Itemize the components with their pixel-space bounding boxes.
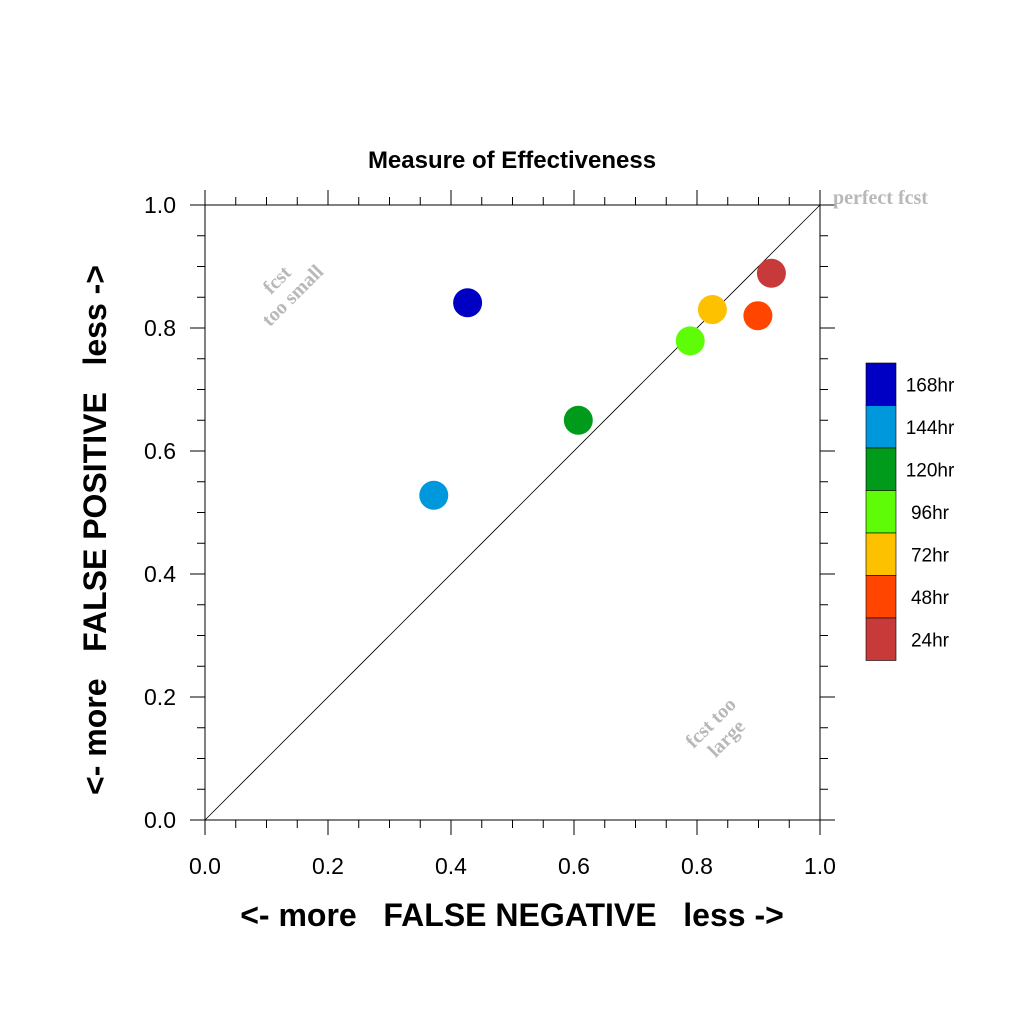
legend-label-168hr: 168hr: [906, 375, 955, 396]
data-point-24hr: [756, 258, 786, 288]
x-tick-label: 0.6: [558, 853, 590, 879]
x-tick-label: 0.0: [189, 853, 221, 879]
x-axis-label: <- more FALSE NEGATIVE less ->: [240, 897, 784, 933]
legend-label-24hr: 24hr: [911, 630, 950, 651]
legend-swatch-168hr: [865, 362, 897, 406]
y-tick-label: 0.8: [144, 315, 176, 341]
x-tick-label: 0.8: [681, 853, 713, 879]
y-tick-labels: 0.0 0.2 0.4 0.6 0.8 1.0: [144, 192, 176, 833]
x-tick-label: 0.2: [312, 853, 344, 879]
legend-label-96hr: 96hr: [911, 503, 950, 524]
legend-swatch-48hr: [865, 575, 897, 619]
y-tick-label: 1.0: [144, 192, 176, 218]
annotation-too-small-line2: too small: [258, 260, 328, 330]
x-tick-labels: 0.0 0.2 0.4 0.6 0.8 1.0: [189, 853, 836, 879]
y-axis-label: <- more FALSE POSITIVE less ->: [77, 265, 113, 795]
legend: 168hr 144hr 120hr 96hr 72hr 48hr 24hr: [865, 362, 955, 661]
legend-label-48hr: 48hr: [911, 588, 950, 609]
data-points: [419, 258, 786, 510]
legend-swatch-72hr: [865, 532, 897, 576]
data-point-48hr: [743, 301, 773, 331]
legend-label-72hr: 72hr: [911, 545, 950, 566]
y-tick-label: 0.4: [144, 561, 176, 587]
annotation-perfect-fcst: perfect fcst: [833, 187, 928, 209]
legend-label-120hr: 120hr: [906, 460, 955, 481]
legend-swatch-96hr: [865, 490, 897, 534]
y-tick-label: 0.0: [144, 807, 176, 833]
legend-label-144hr: 144hr: [906, 418, 955, 439]
data-point-72hr: [697, 295, 727, 325]
legend-swatch-120hr: [865, 447, 897, 491]
data-point-96hr: [675, 326, 705, 356]
y-tick-label: 0.2: [144, 684, 176, 710]
data-point-168hr: [453, 288, 483, 318]
x-tick-label: 0.4: [435, 853, 467, 879]
data-point-144hr: [419, 480, 449, 510]
legend-swatch-24hr: [865, 617, 897, 661]
y-tick-label: 0.6: [144, 438, 176, 464]
legend-swatch-144hr: [865, 405, 897, 449]
major-ticks: [190, 190, 835, 835]
data-point-120hr: [563, 405, 593, 435]
x-tick-label: 1.0: [804, 853, 836, 879]
chart-title: Measure of Effectiveness: [368, 147, 656, 174]
